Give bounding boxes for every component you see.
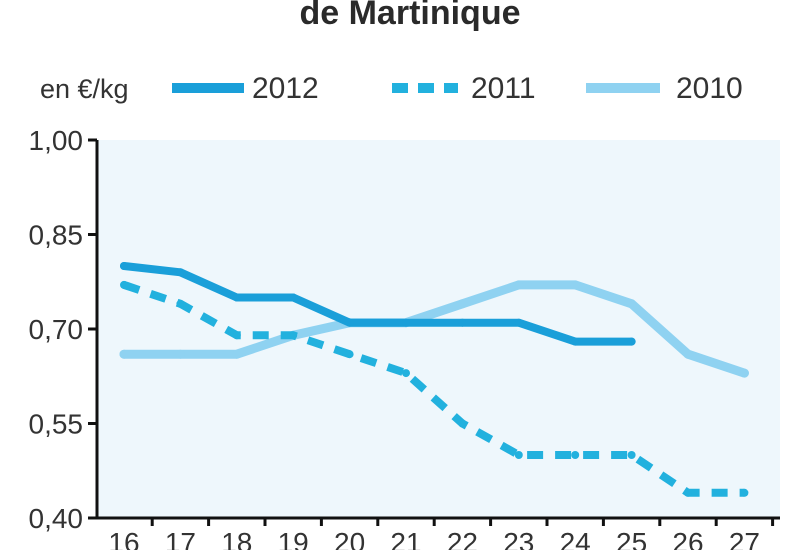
chart-title: de Martinique [299, 0, 520, 32]
y-tick-label: 0,70 [29, 314, 84, 345]
data-point-2011 [514, 451, 523, 459]
data-point-2010 [739, 368, 749, 378]
data-point-2011 [402, 369, 410, 378]
legend-label-2012: 2012 [252, 72, 319, 105]
data-point-2010 [119, 349, 129, 359]
data-point-2011 [684, 488, 692, 497]
y-tick-label: 0,55 [29, 409, 84, 440]
data-point-2012 [176, 268, 185, 277]
data-point-2011 [458, 419, 467, 428]
x-axis-ticks: 16 17 18 19 20 21 22 23 24 25 26 27 [108, 518, 775, 550]
data-point-2012 [402, 318, 410, 327]
series-line-2010 [119, 280, 749, 378]
x-tick-label: 23 [503, 527, 534, 550]
legend: 2012 2011 2010 [172, 72, 743, 105]
x-tick-label: 27 [729, 527, 760, 550]
x-tick-label: 18 [221, 527, 252, 550]
data-point-2011 [740, 488, 749, 497]
plot-background [97, 140, 780, 518]
x-tick-label: 26 [672, 527, 703, 550]
data-point-2010 [457, 299, 467, 309]
data-point-2010 [175, 349, 185, 359]
series-line-2011 [122, 281, 745, 497]
x-tick-label: 24 [560, 527, 591, 550]
data-point-2012 [289, 293, 298, 302]
x-tick-label: 22 [447, 527, 478, 550]
data-point-2010 [232, 349, 242, 359]
y-tick-label: 0,40 [29, 503, 84, 534]
data-point-2011 [627, 451, 636, 459]
data-point-2010 [627, 299, 637, 309]
data-point-2011 [176, 299, 185, 308]
data-point-2012 [571, 337, 580, 346]
legend-label-2011: 2011 [471, 72, 536, 105]
data-point-2012 [232, 293, 241, 302]
legend-label-2010: 2010 [676, 72, 743, 105]
x-tick-label: 19 [278, 527, 309, 550]
y-tick-label: 1,00 [29, 125, 84, 156]
x-tick-label: 20 [334, 527, 365, 550]
unit-label: en €/kg [40, 74, 129, 104]
data-point-2011 [345, 350, 354, 359]
series-line-2012 [120, 262, 636, 346]
data-point-2011 [571, 451, 580, 459]
data-point-2012 [458, 318, 467, 327]
data-point-2010 [570, 280, 580, 290]
series-group [119, 262, 749, 497]
data-point-2011 [120, 280, 128, 289]
y-axis-ticks: 0,40 0,55 0,70 0,85 1,00 [29, 125, 97, 534]
data-point-2012 [627, 337, 636, 346]
x-tick-label: 16 [108, 527, 139, 550]
data-point-2011 [289, 331, 298, 340]
data-point-2012 [345, 318, 354, 327]
data-point-2012 [514, 318, 523, 327]
y-tick-label: 0,85 [29, 220, 84, 251]
data-point-2010 [514, 280, 524, 290]
x-tick-label: 17 [165, 527, 196, 550]
x-tick-label: 21 [390, 527, 421, 550]
data-point-2010 [683, 349, 693, 359]
data-point-2011 [232, 331, 241, 340]
data-point-2012 [120, 262, 128, 270]
x-tick-label: 25 [616, 527, 647, 550]
